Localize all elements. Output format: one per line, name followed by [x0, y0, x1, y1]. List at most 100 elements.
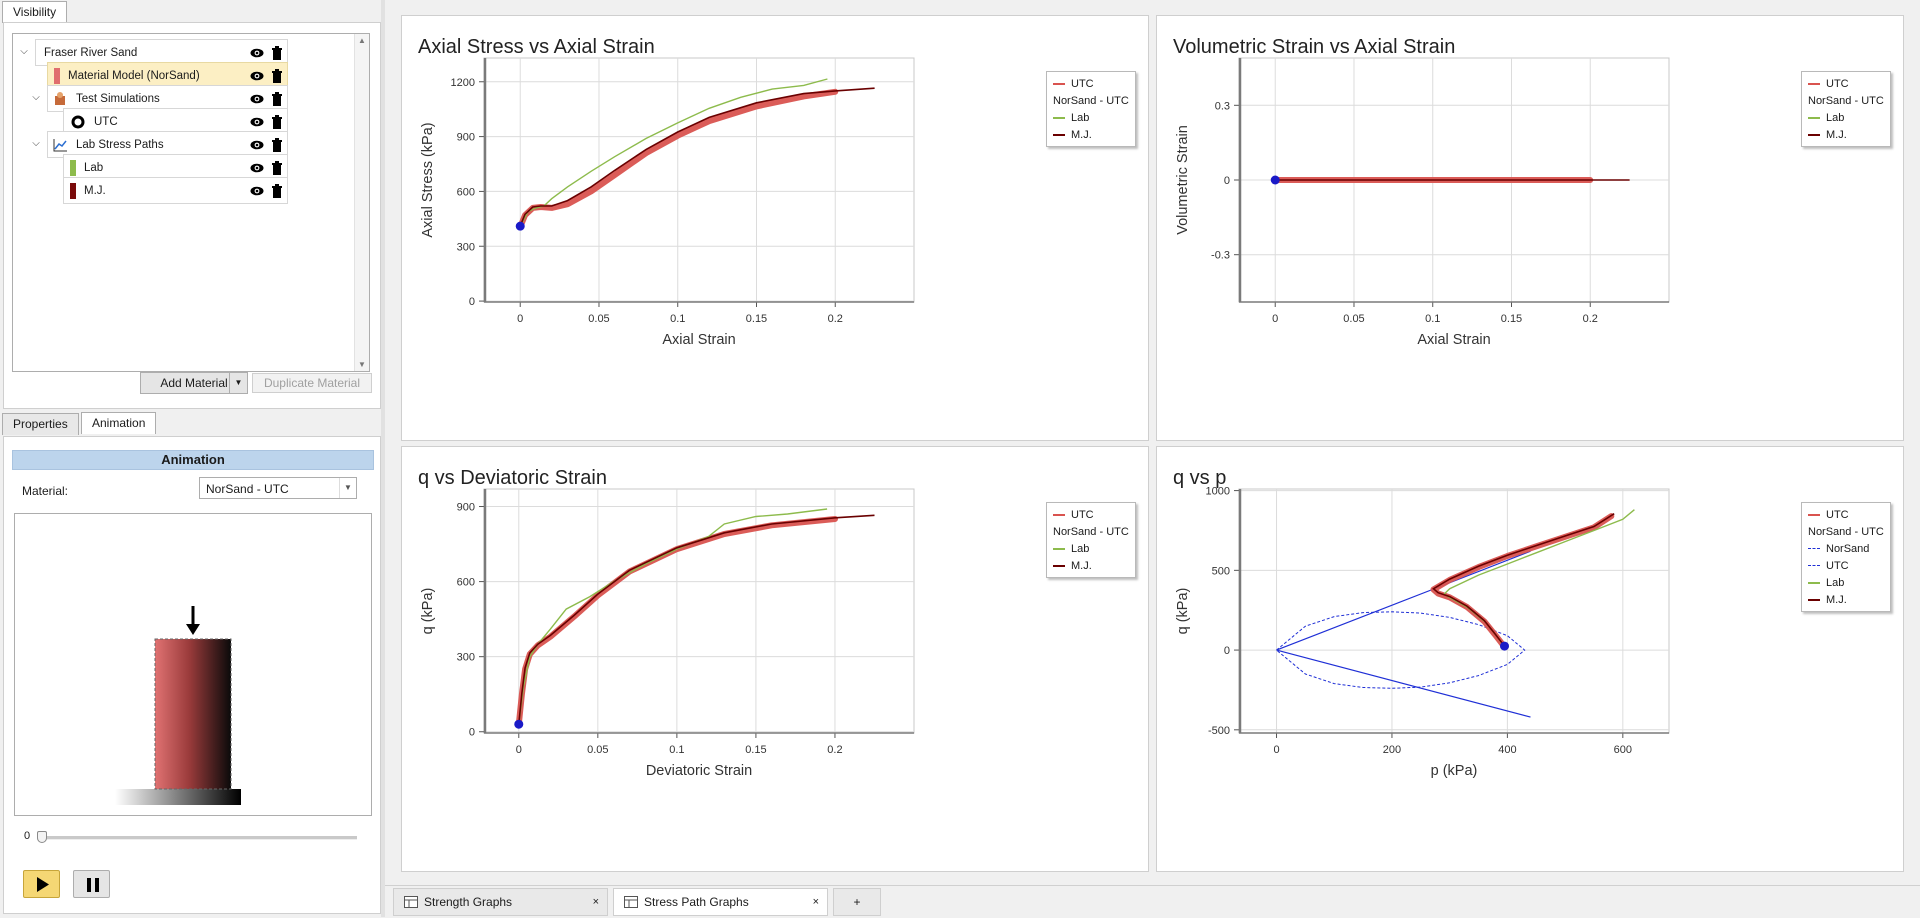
- legend-swatch: [1808, 598, 1820, 601]
- x-tick-label: 0.15: [1501, 313, 1522, 325]
- add-tab-button[interactable]: +: [833, 888, 881, 916]
- start-marker: [515, 221, 525, 231]
- legend-label: M.J.: [1826, 128, 1847, 141]
- legend-swatch: [1053, 547, 1065, 550]
- table-icon: [404, 896, 418, 908]
- add-material-label: Add Material: [160, 376, 228, 390]
- eye-icon[interactable]: [247, 113, 267, 131]
- tree-item[interactable]: Lab: [63, 154, 288, 181]
- series-m-j-: [518, 514, 875, 725]
- y-tick-label: -500: [1208, 725, 1230, 737]
- legend-label: Lab: [1071, 542, 1090, 555]
- tab-properties-label: Properties: [13, 417, 68, 431]
- tree-item[interactable]: M.J.: [63, 177, 288, 204]
- ring-icon: [71, 115, 85, 128]
- tree-item[interactable]: Test Simulations: [47, 85, 288, 112]
- chevron-down-icon[interactable]: ⌵: [32, 138, 40, 149]
- y-tick-label: 0: [469, 296, 475, 308]
- chart-svg[interactable]: 0 0.05 0.1 0.15 0.2 0 300 600 900 Deviatoric Stra…: [402, 447, 1150, 873]
- legend-label: UTC: [1826, 77, 1849, 90]
- series-m-j-: [1432, 513, 1615, 647]
- tree-item[interactable]: Fraser River Sand: [35, 39, 288, 66]
- tab-stress-path-graphs[interactable]: Stress Path Graphs ×: [613, 888, 828, 916]
- plot-area: [483, 488, 915, 734]
- slider-thumb[interactable]: [37, 831, 47, 843]
- tree-item[interactable]: Material Model (NorSand): [47, 62, 288, 89]
- legend-swatch: [1053, 82, 1065, 85]
- material-select-value: NorSand - UTC: [206, 482, 289, 496]
- tree-item-label: Material Model (NorSand): [68, 69, 200, 82]
- add-material-dropdown[interactable]: ▼: [229, 372, 248, 394]
- tab-visibility-label: Visibility: [13, 5, 57, 19]
- x-axis-label: Axial Strain: [1417, 332, 1490, 348]
- visibility-tree: ⌵ Fraser River Sand Material Model (NorSan…: [12, 33, 370, 372]
- x-tick-label: 600: [1614, 744, 1632, 756]
- legend-label: UTC: [1826, 559, 1849, 572]
- legend-label: UTC: [1826, 508, 1849, 521]
- x-tick-label: 0.05: [1343, 313, 1364, 325]
- scroll-up-icon[interactable]: ▲: [358, 36, 366, 45]
- chevron-down-icon[interactable]: ⌵: [32, 92, 40, 103]
- table-icon: [624, 896, 638, 908]
- splitter[interactable]: [381, 0, 385, 917]
- x-tick-label: 0.15: [745, 744, 766, 756]
- close-icon[interactable]: ×: [812, 896, 819, 908]
- y-tick-label: 600: [457, 186, 475, 198]
- left-panel: Visibility ⌵ Fraser River Sand Material Mo…: [0, 0, 381, 917]
- x-axis-label: p (kPa): [1431, 763, 1478, 779]
- graph-volumetric-strain: Volumetric Strain vs Axial Strain 0 0.05 0…: [1156, 15, 1904, 441]
- legend-entry: M.J.: [1053, 557, 1129, 574]
- legend-swatch: [1053, 513, 1065, 516]
- series-norsand: [1276, 611, 1526, 689]
- eye-icon[interactable]: [247, 182, 267, 200]
- y-tick-label: 300: [457, 241, 475, 253]
- tree-item-label: Lab Stress Paths: [76, 138, 164, 151]
- trash-icon[interactable]: [267, 136, 287, 154]
- trash-icon[interactable]: [267, 159, 287, 177]
- legend-swatch: [1053, 564, 1065, 567]
- tab-animation[interactable]: Animation: [81, 412, 157, 434]
- eye-icon[interactable]: [247, 136, 267, 154]
- tab-visibility[interactable]: Visibility: [2, 1, 68, 23]
- duplicate-material-button[interactable]: Duplicate Material: [252, 373, 372, 393]
- chart-svg[interactable]: 0 0.05 0.1 0.15 0.2 -0.3 0 0.3 Axial Strain Volum…: [1157, 16, 1905, 442]
- tree-scrollbar[interactable]: ▲ ▼: [354, 34, 369, 371]
- tab-properties[interactable]: Properties: [2, 413, 79, 435]
- trash-icon[interactable]: [267, 113, 287, 131]
- start-marker: [1500, 641, 1510, 651]
- trash-icon[interactable]: [267, 67, 287, 85]
- scroll-down-icon[interactable]: ▼: [358, 360, 366, 369]
- trash-icon[interactable]: [267, 44, 287, 62]
- eye-icon[interactable]: [247, 159, 267, 177]
- eye-icon[interactable]: [247, 90, 267, 108]
- trash-icon[interactable]: [267, 90, 287, 108]
- chart-svg[interactable]: 0 200 400 600 -500 0 500 1000 p (kPa) q (kPa): [1157, 447, 1905, 873]
- animation-panel: Animation Material: NorSand - UTC ▼: [3, 436, 381, 914]
- close-icon[interactable]: ×: [592, 896, 599, 908]
- series-m-j-: [519, 87, 875, 227]
- trash-icon[interactable]: [267, 182, 287, 200]
- legend-swatch: [1053, 116, 1065, 119]
- eye-icon[interactable]: [247, 44, 267, 62]
- x-tick-label: 0.2: [1583, 313, 1598, 325]
- add-material-button[interactable]: Add Material: [140, 372, 248, 394]
- pause-icon: [87, 878, 99, 892]
- pause-button[interactable]: [73, 870, 110, 898]
- eye-icon[interactable]: [247, 67, 267, 85]
- graph-title: Axial Stress vs Axial Strain: [418, 36, 655, 58]
- tree-item[interactable]: UTC: [63, 108, 288, 135]
- tree-item-label: Lab: [84, 161, 104, 174]
- x-tick-label: 0: [516, 744, 522, 756]
- x-tick-label: 0.15: [746, 313, 767, 325]
- chart-svg[interactable]: 0 0.05 0.1 0.15 0.2 0 300 600 900 1200 Axial Strai…: [402, 16, 1150, 442]
- material-select[interactable]: NorSand - UTC ▼: [199, 477, 357, 499]
- legend-entry: Lab: [1053, 540, 1129, 557]
- tab-strength-graphs[interactable]: Strength Graphs ×: [393, 888, 608, 916]
- play-button[interactable]: [23, 870, 60, 898]
- chevron-down-icon[interactable]: ⌵: [20, 46, 28, 57]
- animation-header-label: Animation: [161, 452, 225, 467]
- x-tick-label: 0.1: [670, 313, 685, 325]
- animation-slider[interactable]: [37, 831, 357, 843]
- duplicate-material-label: Duplicate Material: [263, 376, 361, 390]
- animation-canvas: [14, 513, 372, 816]
